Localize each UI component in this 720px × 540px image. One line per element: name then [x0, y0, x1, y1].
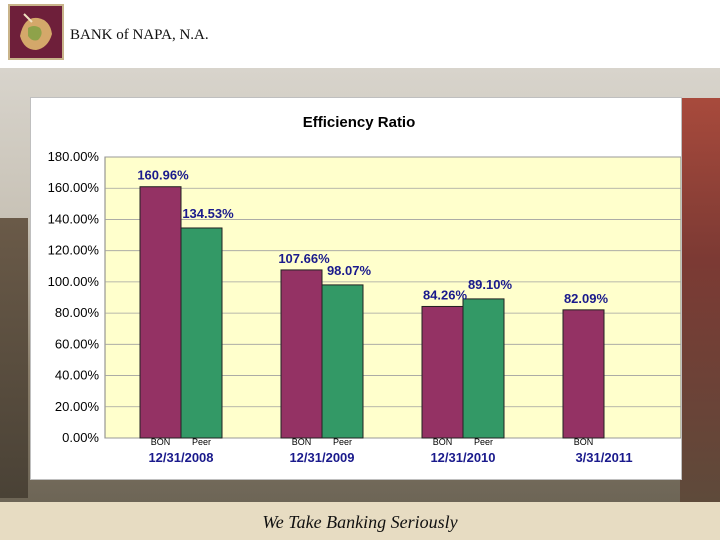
y-tick-label: 180.00%: [48, 149, 100, 164]
y-tick-label: 80.00%: [55, 305, 100, 320]
data-label: 82.09%: [564, 291, 609, 306]
efficiency-ratio-chart: Efficiency Ratio 0.00% 20.00% 40.00% 60.00%…: [48, 114, 681, 465]
series-label: BON: [574, 437, 594, 447]
series-label: Peer: [192, 437, 211, 447]
bar-peer: [321, 284, 364, 439]
tagline: We Take Banking Seriously: [262, 512, 458, 532]
series-label: BON: [433, 437, 453, 447]
category-label: 12/31/2008: [148, 450, 213, 465]
footer-bar: We Take Banking Seriously: [0, 502, 720, 540]
category-label: 12/31/2010: [430, 450, 495, 465]
series-label: BON: [151, 437, 171, 447]
data-label: 160.96%: [137, 168, 189, 183]
data-label: 98.07%: [327, 263, 372, 278]
bar-bon: [421, 305, 464, 439]
header-bar: BANK of NAPA, N.A.: [0, 0, 720, 68]
chart-title: Efficiency Ratio: [303, 114, 416, 131]
series-label: Peer: [333, 437, 352, 447]
y-tick-label: 0.00%: [62, 430, 99, 445]
y-tick-label: 160.00%: [48, 180, 100, 195]
y-tick-label: 120.00%: [48, 243, 100, 258]
bar-peer: [180, 227, 223, 439]
y-tick-label: 140.00%: [48, 211, 100, 226]
bar-bon: [139, 186, 182, 439]
category-label: 3/31/2011: [575, 450, 632, 465]
y-tick-label: 20.00%: [55, 399, 100, 414]
data-label: 107.66%: [278, 251, 330, 266]
bank-name: BANK of NAPA, N.A.: [70, 27, 209, 43]
bar-bon: [562, 309, 605, 439]
vine-decoration-left: [0, 218, 28, 498]
data-label: 89.10%: [468, 277, 513, 292]
data-label: 134.53%: [182, 206, 234, 221]
data-label: 84.26%: [423, 287, 468, 302]
series-label: Peer: [474, 437, 493, 447]
bank-logo: [8, 4, 64, 60]
bar-peer: [462, 298, 505, 439]
vine-decoration-right: [680, 98, 720, 502]
category-label: 12/31/2009: [289, 450, 354, 465]
bar-bon: [280, 269, 323, 439]
y-tick-label: 100.00%: [48, 274, 100, 289]
chart-panel: Efficiency Ratio 0.00% 20.00% 40.00% 60.00%…: [30, 97, 682, 480]
y-tick-label: 60.00%: [55, 336, 100, 351]
series-label: BON: [292, 437, 312, 447]
y-tick-label: 40.00%: [55, 368, 100, 383]
